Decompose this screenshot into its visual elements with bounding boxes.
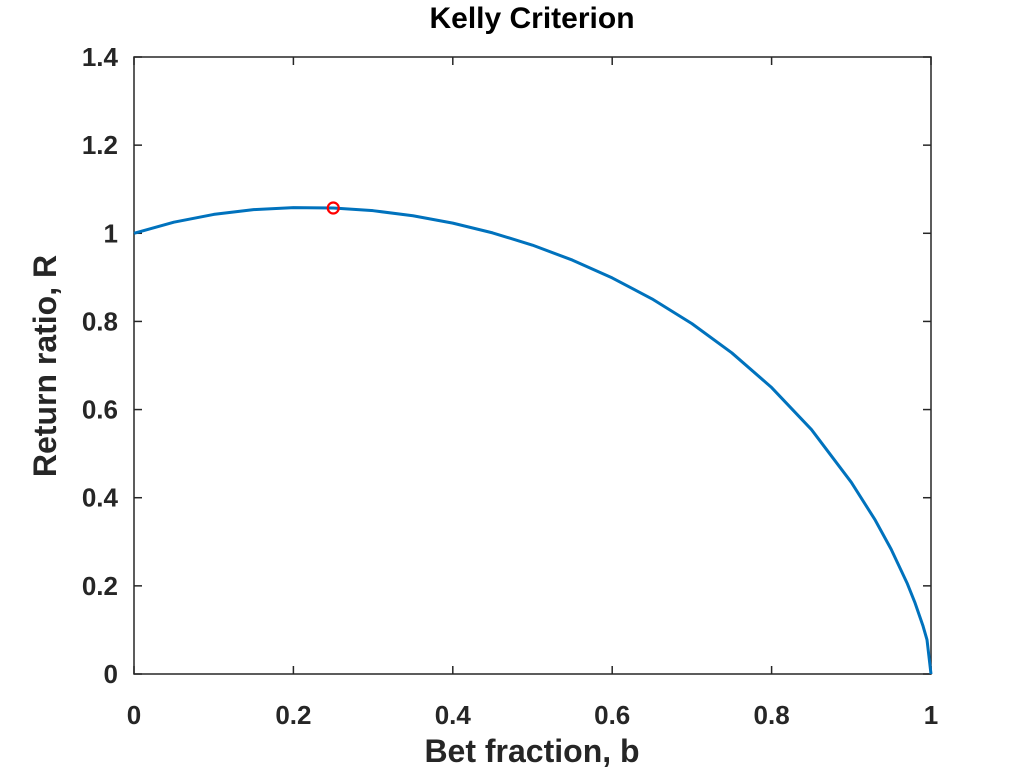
x-axis-label: Bet fraction, b [424,733,639,768]
chart-title: Kelly Criterion [429,2,634,35]
x-tick-label: 1 [924,700,938,730]
series-line-0 [133,206,933,675]
y-tick-label: 0.4 [82,483,119,513]
y-tick-label: 1 [104,218,118,248]
x-tick-label: 0.2 [275,700,311,730]
y-tick-label: 1.4 [82,42,119,72]
y-tick-label: 0.8 [82,306,118,336]
y-tick-label: 1.2 [82,130,118,160]
x-tick-label: 0.6 [594,700,630,730]
y-axis-label: Return ratio, R [27,255,63,477]
y-tick-label: 0 [104,659,118,689]
optimum-marker [326,201,340,215]
plot-area: 0 0.2 0.4 0.6 0.8 1 0 0.2 0.4 0.6 0.8 1 1.2 1.4 [82,42,938,730]
x-tick-label: 0.8 [754,700,790,730]
y-tick-label: 0.6 [82,395,118,425]
y-tick-label: 0.2 [82,571,118,601]
x-tick-label: 0 [127,700,141,730]
axes-box [133,56,932,675]
x-tick-label: 0.4 [435,700,472,730]
